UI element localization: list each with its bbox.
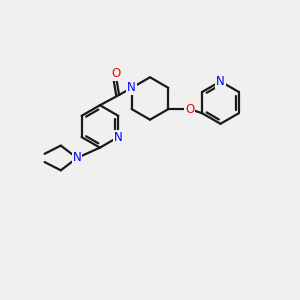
Text: N: N	[114, 130, 123, 143]
Text: N: N	[216, 75, 225, 88]
Text: O: O	[111, 67, 120, 80]
Text: O: O	[185, 103, 194, 116]
Text: N: N	[73, 152, 81, 164]
Text: N: N	[127, 81, 136, 94]
